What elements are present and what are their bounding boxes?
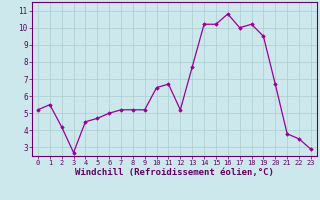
X-axis label: Windchill (Refroidissement éolien,°C): Windchill (Refroidissement éolien,°C) — [75, 168, 274, 177]
